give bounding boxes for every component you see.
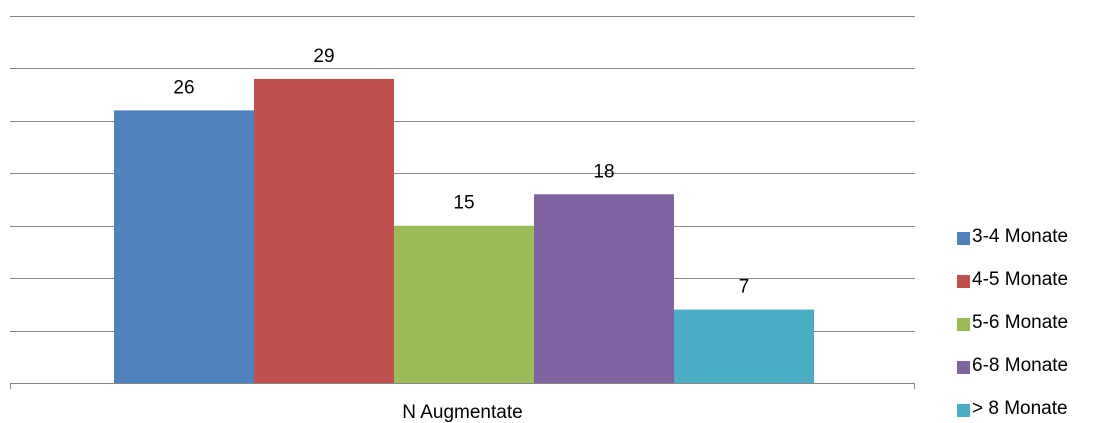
legend-swatch xyxy=(957,361,970,374)
bar xyxy=(254,78,394,384)
bar xyxy=(394,225,534,383)
data-label: 18 xyxy=(593,161,614,182)
data-label: 7 xyxy=(739,277,750,298)
data-label: 15 xyxy=(453,193,474,214)
bars xyxy=(114,78,814,384)
bar xyxy=(114,110,254,383)
legend-swatch xyxy=(957,275,970,288)
legend-label: 5-6 Monate xyxy=(972,312,1069,333)
x-tick-label: N Augmentate xyxy=(402,402,522,423)
legend-label: 4-5 Monate xyxy=(972,269,1069,290)
legend-label: > 8 Monate xyxy=(972,398,1068,419)
data-labels: 26 29 15 18 7 xyxy=(173,46,749,298)
legend-label: 6-8 Monate xyxy=(972,355,1069,376)
legend-label: 3-4 Monate xyxy=(972,226,1069,247)
x-axis: N Augmentate xyxy=(10,383,915,423)
legend-swatch xyxy=(957,232,970,245)
bar xyxy=(534,194,674,383)
bar xyxy=(674,309,814,383)
data-label: 29 xyxy=(313,46,334,67)
data-label: 26 xyxy=(173,77,194,98)
legend-swatch xyxy=(957,404,970,417)
legend-swatch xyxy=(957,318,970,331)
